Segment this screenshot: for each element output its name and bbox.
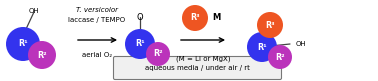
- Text: OH: OH: [296, 41, 307, 47]
- Text: R³: R³: [190, 14, 200, 23]
- FancyBboxPatch shape: [113, 57, 282, 79]
- Text: M: M: [212, 14, 220, 23]
- Text: laccase / TEMPO: laccase / TEMPO: [68, 17, 125, 23]
- Text: R¹: R¹: [257, 43, 267, 52]
- Circle shape: [247, 32, 277, 62]
- Text: R³: R³: [265, 20, 275, 29]
- Circle shape: [125, 29, 155, 59]
- Circle shape: [146, 42, 170, 66]
- Text: R¹: R¹: [135, 40, 145, 49]
- Text: R²: R²: [275, 52, 285, 61]
- Text: R¹: R¹: [18, 40, 28, 49]
- Text: (M = Li or MgX): (M = Li or MgX): [176, 55, 230, 61]
- Text: R²: R²: [153, 49, 163, 58]
- Text: aqueous media / under air / rt: aqueous media / under air / rt: [144, 65, 249, 71]
- Circle shape: [6, 27, 40, 61]
- Text: R²: R²: [37, 50, 47, 60]
- Text: T. versicolor: T. versicolor: [76, 7, 118, 13]
- Text: OH: OH: [29, 8, 39, 14]
- Text: O: O: [137, 13, 143, 22]
- Circle shape: [257, 12, 283, 38]
- Text: aerial O₂: aerial O₂: [82, 52, 112, 58]
- Circle shape: [268, 45, 292, 69]
- Circle shape: [28, 41, 56, 69]
- Circle shape: [182, 5, 208, 31]
